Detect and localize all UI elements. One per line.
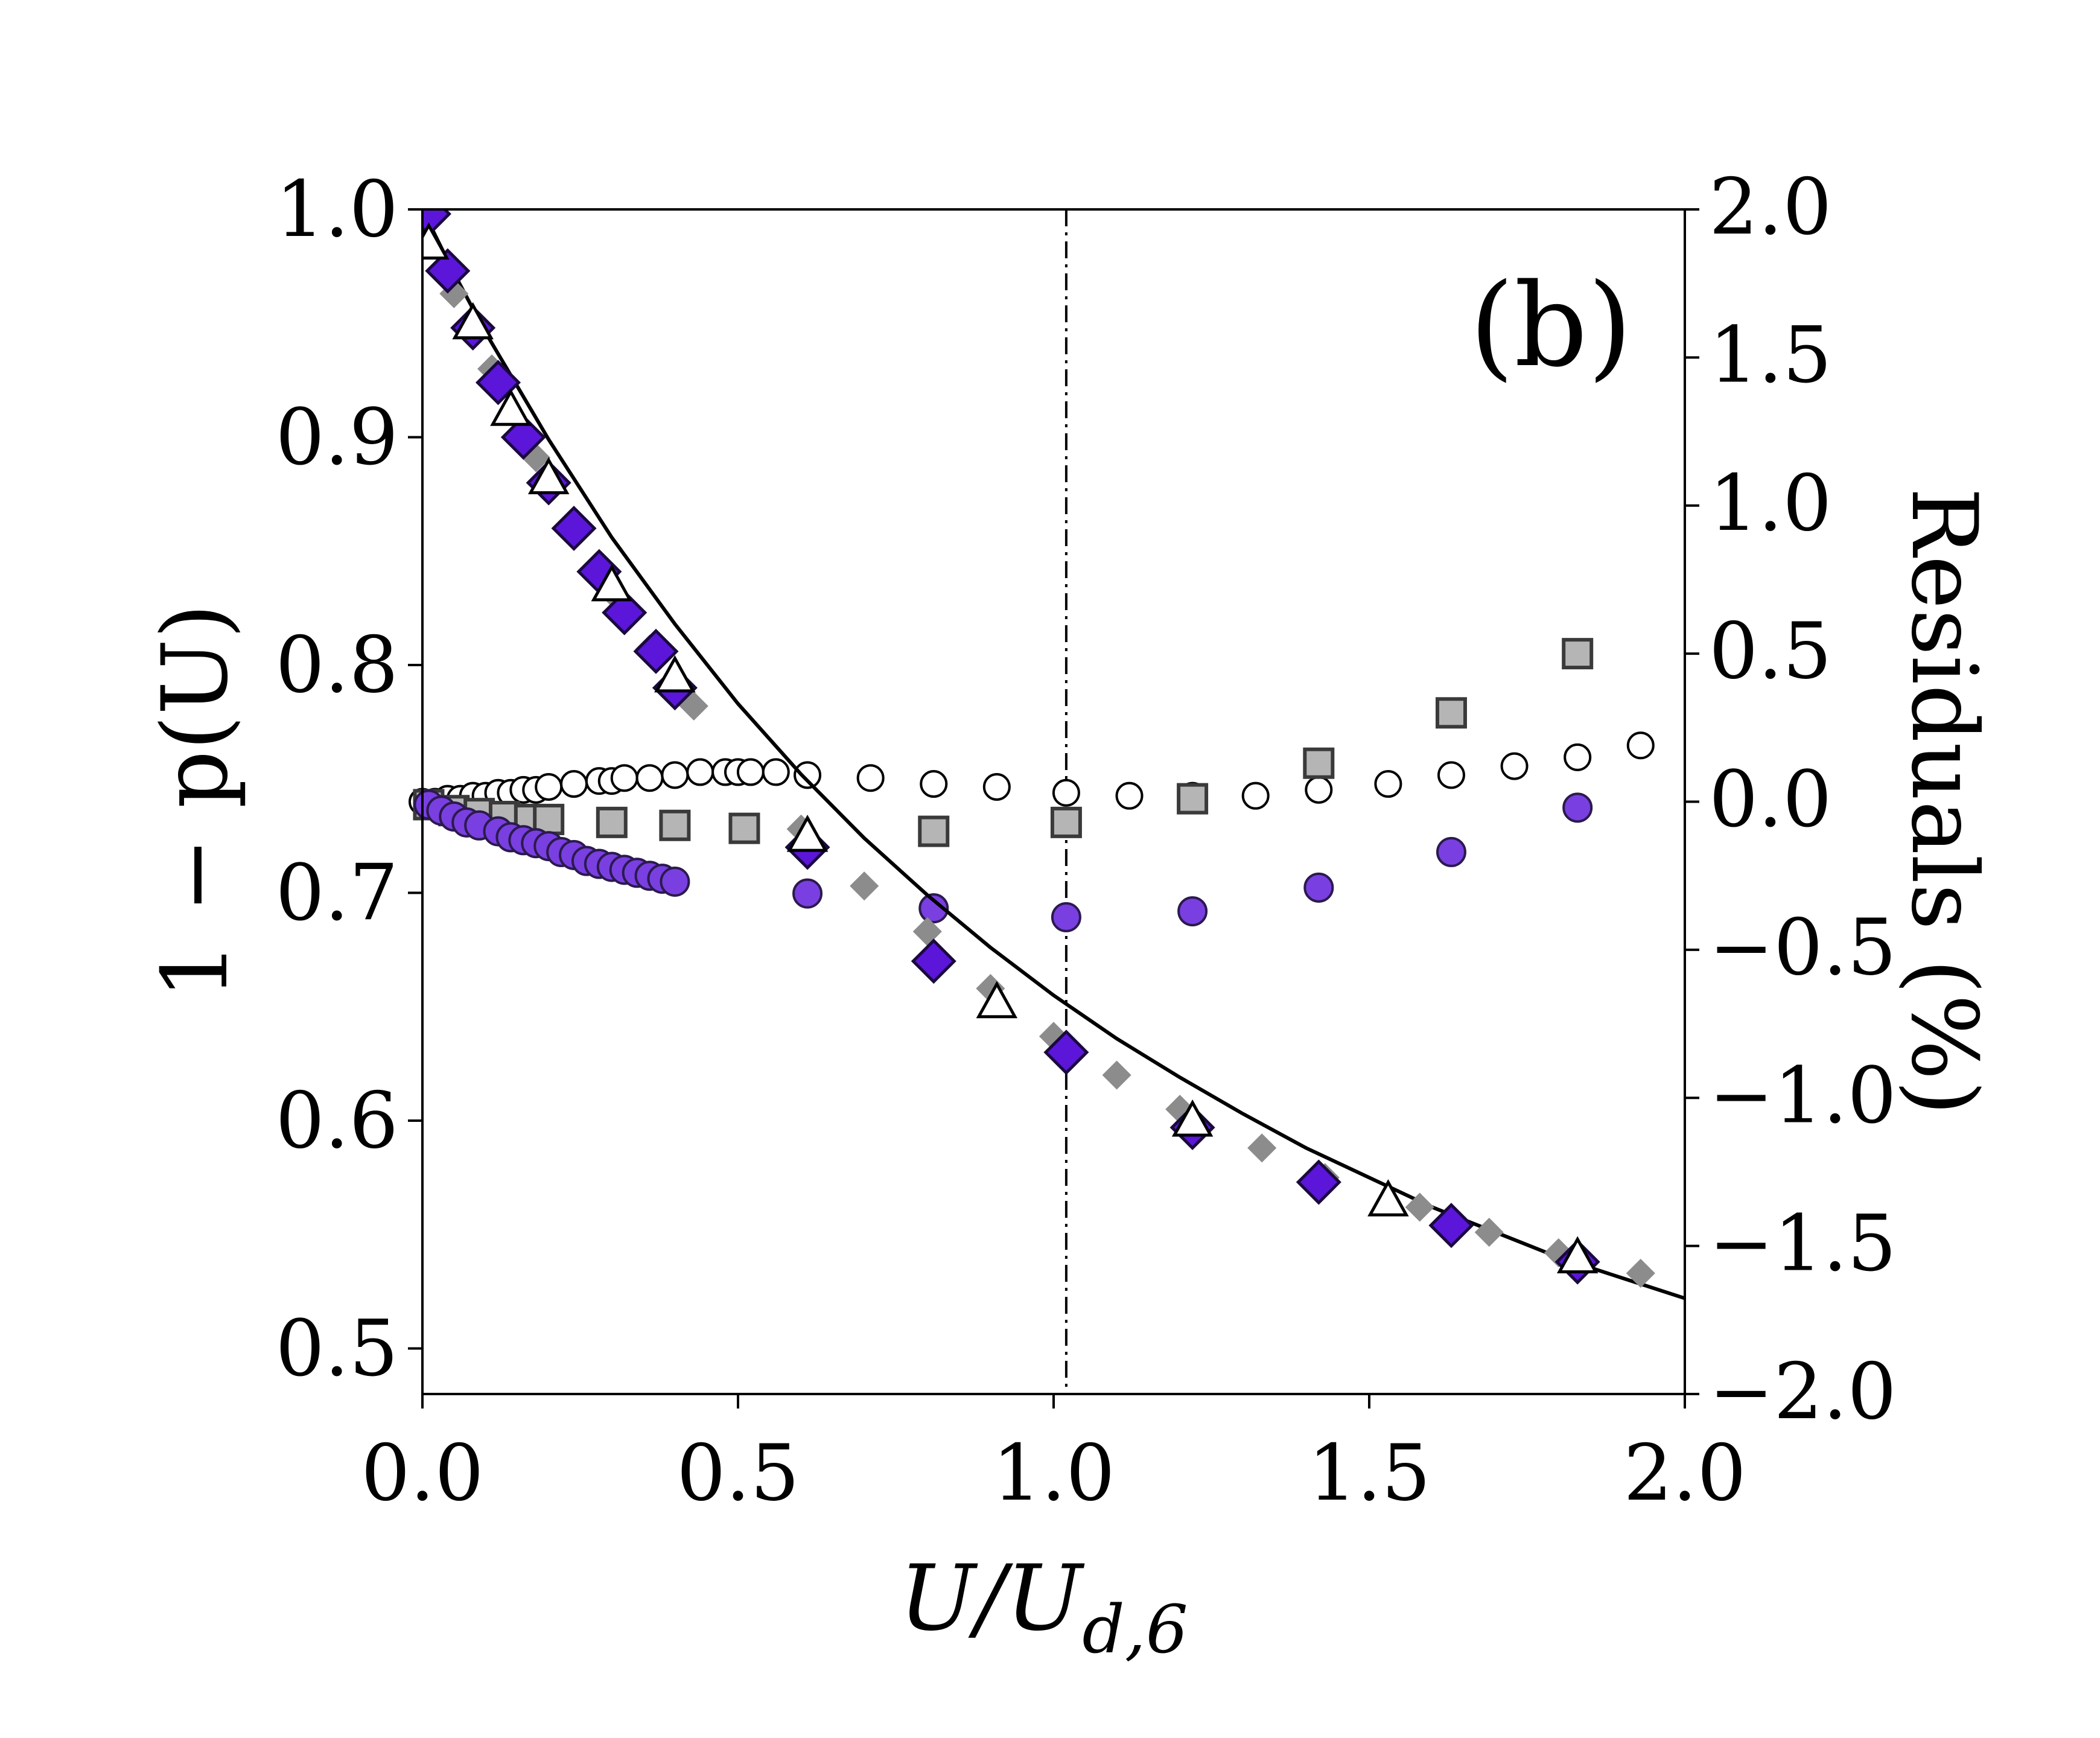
open-circle-point — [920, 770, 948, 798]
gray-dash-point — [1405, 1192, 1434, 1222]
y-right-tick-label: −1.0 — [1709, 1051, 1897, 1141]
gray-dash-point — [1247, 1133, 1277, 1163]
open-circle-point — [856, 764, 885, 792]
open-circle-point — [535, 772, 563, 801]
gray-square-point — [918, 815, 950, 847]
y-right-tick-label: −0.5 — [1709, 903, 1897, 993]
purple-circle-point — [660, 867, 690, 897]
diamond-point — [911, 938, 956, 984]
open-circle-point — [982, 772, 1011, 801]
y-left-tick-label: 0.8 — [275, 620, 398, 710]
purple-circle-point — [1177, 896, 1208, 927]
panel-label: (b) — [1469, 259, 1632, 392]
purple-circle-point — [792, 878, 823, 909]
y-left-tick-label: 0.5 — [275, 1304, 398, 1394]
open-circle-point — [794, 761, 822, 789]
open-circle-point — [1500, 752, 1529, 780]
gray-square-point — [1050, 806, 1082, 838]
triangle-point — [786, 814, 829, 852]
triangle-point — [452, 302, 494, 340]
gray-square-point — [1303, 747, 1335, 779]
triangle-point — [591, 564, 633, 602]
purple-circle-point — [1051, 902, 1081, 932]
y-left-tick-label: 0.7 — [275, 848, 398, 938]
x-tick-label: 0.5 — [676, 1428, 800, 1518]
diamond-point — [500, 414, 546, 460]
gray-square-point — [596, 806, 628, 838]
diamond-point — [633, 628, 679, 674]
open-circle-point — [686, 758, 714, 786]
y-left-tick-label: 1.0 — [275, 165, 398, 255]
open-circle-point — [610, 764, 638, 792]
purple-circle-point — [1436, 836, 1466, 867]
triangle-point — [527, 457, 570, 494]
open-circle-point — [1305, 775, 1333, 804]
purple-circle-point — [1562, 792, 1593, 823]
gray-dash-point — [1626, 1258, 1655, 1288]
x-tick-label: 0.0 — [361, 1428, 484, 1518]
open-circle-point — [1374, 770, 1402, 798]
y-right-tick-label: 1.5 — [1709, 310, 1832, 400]
triangle-point — [1556, 1236, 1599, 1273]
gray-square-point — [1435, 697, 1467, 729]
open-circle-point — [1052, 778, 1080, 807]
purple-circle-point — [1303, 872, 1334, 903]
triangle-point — [490, 389, 532, 426]
gray-square-point — [728, 812, 760, 844]
diamond-point — [602, 590, 648, 635]
y-right-tick-label: −1.5 — [1709, 1199, 1897, 1289]
y-left-axis-title: 1 − p(U) — [143, 603, 248, 999]
x-tick-label: 1.0 — [992, 1428, 1115, 1518]
y-right-axis-title: Residuals (%) — [1891, 488, 1996, 1116]
gray-dash-point — [1474, 1217, 1504, 1247]
y-right-tick-label: 2.0 — [1709, 162, 1832, 252]
y-right-tick-label: 1.0 — [1709, 459, 1832, 549]
diamond-point — [551, 505, 597, 552]
triangle-point — [422, 222, 450, 260]
y-left-tick-label: 0.6 — [275, 1076, 398, 1166]
open-circle-point — [1115, 781, 1144, 810]
gray-square-point — [1177, 783, 1209, 815]
open-circle-point — [762, 758, 790, 786]
diamond-point — [1428, 1203, 1474, 1249]
gray-square-point — [1562, 638, 1594, 670]
open-circle-point — [635, 764, 664, 792]
y-right-tick-label: −2.0 — [1709, 1347, 1897, 1437]
x-axis-title: U/Ud,6 — [899, 1546, 1188, 1668]
x-axis-title-subscript: d,6 — [1082, 1591, 1188, 1668]
open-circle-point — [560, 770, 588, 798]
diamond-point — [475, 360, 521, 406]
diamond-point — [1296, 1159, 1341, 1205]
open-circle-point — [736, 758, 765, 786]
x-tick-label: 2.0 — [1623, 1428, 1746, 1518]
triangle-point — [976, 981, 1018, 1019]
open-circle-point — [1437, 761, 1465, 789]
triangle-point — [1171, 1099, 1214, 1137]
open-circle-point — [1241, 781, 1270, 810]
x-tick-label: 1.5 — [1308, 1428, 1431, 1518]
diamond-point — [425, 248, 471, 294]
open-circle-point — [1626, 731, 1655, 760]
purple-circle-point — [918, 893, 949, 924]
open-circle-point — [661, 761, 689, 789]
diamond-point — [1043, 1030, 1089, 1075]
y-right-tick-label: 0.5 — [1709, 606, 1832, 696]
open-circle-point — [1564, 743, 1592, 771]
triangle-point — [654, 655, 696, 693]
gray-square-point — [659, 809, 691, 841]
triangle-point — [1367, 1179, 1409, 1217]
y-right-tick-label: 0.0 — [1709, 755, 1832, 845]
y-left-tick-label: 0.9 — [275, 393, 398, 483]
x-axis-title-main: U/U — [899, 1546, 1085, 1651]
axes: 0.0 0.5 1.0 1.5 2.0 0.5 0.6 0.7 0.8 0.9 1.0 −2.0 −1.… — [275, 162, 1896, 1518]
